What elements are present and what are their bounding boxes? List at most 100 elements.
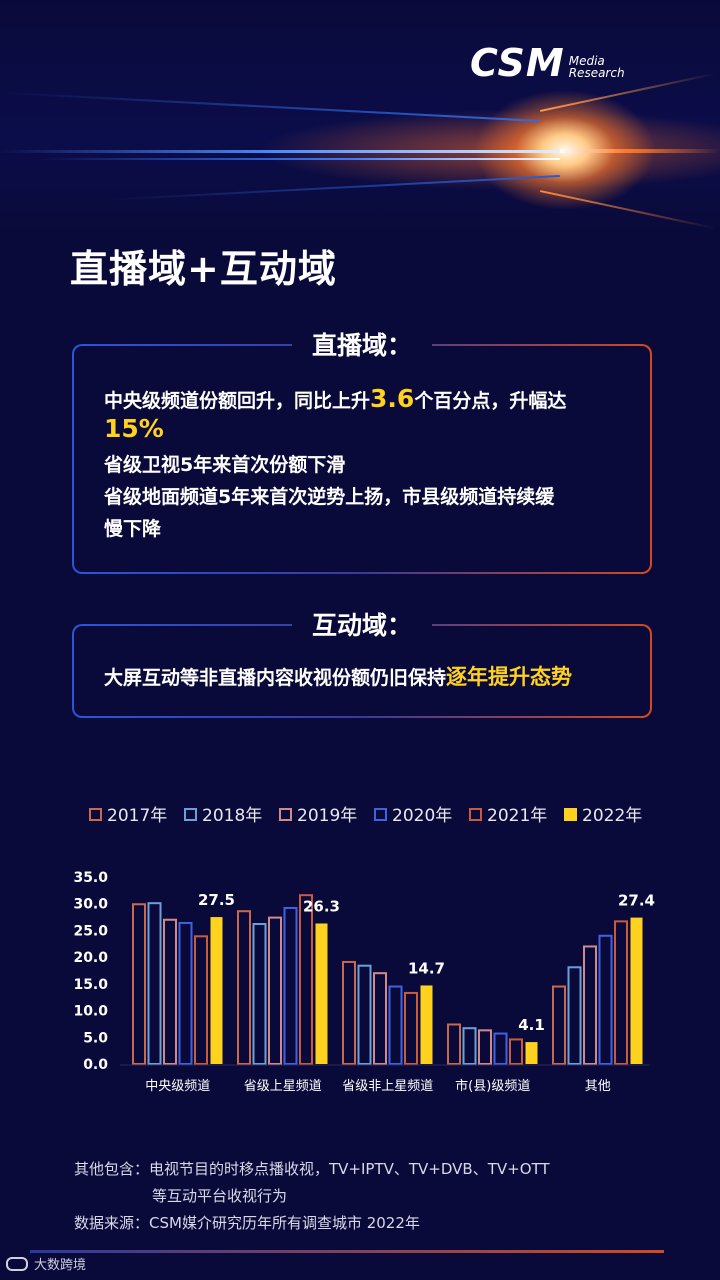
legend-swatch-2019 — [279, 808, 292, 821]
category-label: 省级上星频道 — [244, 1079, 322, 1094]
data-label: 4.1 — [518, 1016, 545, 1034]
y-tick-label: 20.0 — [73, 950, 108, 966]
bar-2019 — [268, 916, 282, 1065]
share-bar-chart: 2017年 2018年 2019年 2020年 2021年 2022年 35.0 30.0 2… — [73, 806, 655, 1094]
interactive-highlight: 逐年提升态势 — [446, 665, 573, 689]
bar-2021 — [299, 894, 313, 1065]
bar-2022 — [315, 923, 328, 1064]
chart-legend: 2017年 2018年 2019年 2020年 2021年 2022年 — [89, 806, 642, 826]
live-domain-title: 直播域： — [291, 326, 433, 362]
live-line-1: 中央级频道份额回升，同比上升3.6个百分点，升幅达 — [104, 386, 566, 414]
live-line-2: 省级卫视5年来首次份额下滑 — [104, 454, 346, 476]
live-line-1-cont: 15% — [104, 416, 164, 444]
logo-wordmark: CSM — [470, 41, 565, 85]
hero-banner — [0, 0, 720, 230]
bar-2021 — [194, 935, 208, 1065]
bar-2022 — [525, 1042, 538, 1064]
bar-2022 — [210, 917, 223, 1064]
bar-2021 — [509, 1038, 523, 1065]
y-tick-label: 35.0 — [73, 870, 108, 886]
bar-2017 — [552, 985, 566, 1065]
category-label: 其他 — [585, 1079, 611, 1094]
bar-2019 — [373, 972, 387, 1066]
live-line-3: 省级地面频道5年来首次逆势上扬，市县级频道持续缓 — [104, 486, 555, 508]
y-axis: 35.0 30.0 25.0 20.0 15.0 10.0 5.0 0.0 — [73, 870, 108, 1073]
footnote-others: 其他包含：电视节目的时移点播收视，TV+IPTV、TV+DVB、TV+OTT — [74, 1160, 550, 1178]
data-label: 27.4 — [618, 892, 655, 910]
light-ray — [0, 150, 560, 153]
brand-icon — [6, 1256, 28, 1271]
legend-label-2021: 2021年 — [487, 806, 547, 826]
live-highlight-number: 3.6 — [370, 384, 415, 413]
bar-2017 — [447, 1023, 461, 1066]
bar-2022 — [630, 917, 643, 1064]
y-tick-label: 30.0 — [73, 897, 108, 913]
bar-2018 — [357, 964, 372, 1065]
y-tick-label: 10.0 — [73, 1004, 108, 1020]
light-ray — [0, 91, 541, 122]
legend-label-2022: 2022年 — [582, 806, 642, 826]
bar-2020 — [388, 985, 403, 1065]
live-line-1-text-b: 个百分点，升幅达 — [414, 390, 567, 412]
y-tick-label: 15.0 — [73, 977, 108, 993]
live-highlight-percent: 15% — [104, 414, 164, 443]
live-domain-box: 直播域： 中央级频道份额回升，同比上升3.6个百分点，升幅达 15% 省级卫视5… — [72, 326, 652, 574]
bar-2018 — [462, 1027, 477, 1065]
category-label: 省级非上星频道 — [342, 1079, 433, 1094]
category-label: 中央级频道 — [145, 1079, 210, 1094]
footnote-others-cont: 等互动平台收视行为 — [152, 1187, 288, 1205]
bar-2017 — [342, 960, 356, 1065]
data-label: 14.7 — [408, 959, 445, 977]
chart-bars: 27.5 26.3 14.7 4.1 27.4 — [132, 891, 655, 1066]
live-line-4: 慢下降 — [104, 518, 162, 540]
legend-label-2018: 2018年 — [202, 806, 262, 826]
bar-2018 — [147, 902, 162, 1066]
bar-2019 — [478, 1029, 492, 1065]
legend-swatch-2020 — [374, 808, 387, 821]
bar-2021 — [614, 920, 628, 1065]
y-tick-label: 5.0 — [83, 1030, 108, 1046]
bar-2018 — [567, 966, 582, 1065]
brand-watermark: 大数跨境 — [6, 1254, 86, 1273]
bar-2017 — [237, 910, 251, 1065]
bar-2021 — [404, 991, 418, 1065]
footnote-source: 数据来源：CSM媒介研究历年所有调查城市 2022年 — [74, 1214, 420, 1232]
interactive-domain-title: 互动域： — [291, 606, 433, 642]
category-label: 市(县)级频道 — [455, 1078, 530, 1094]
legend-label-2017: 2017年 — [107, 806, 167, 826]
bottom-divider — [30, 1250, 664, 1253]
bar-2022 — [420, 985, 433, 1064]
page-title: 直播域+互动域 — [70, 247, 337, 291]
csm-logo: CSM Media Research — [470, 44, 625, 82]
interactive-text: 大屏互动等非直播内容收视份额仍旧保持 — [104, 667, 447, 689]
legend-label-2019: 2019年 — [297, 806, 357, 826]
bar-2020 — [598, 934, 613, 1065]
light-ray — [40, 158, 560, 160]
bar-2020 — [283, 906, 298, 1065]
bar-2020 — [178, 921, 193, 1065]
legend-swatch-2022 — [564, 808, 577, 821]
data-label: 27.5 — [198, 891, 235, 909]
interactive-line: 大屏互动等非直播内容收视份额仍旧保持逐年提升态势 — [104, 664, 572, 691]
legend-swatch-2017 — [89, 808, 102, 821]
bar-2018 — [252, 923, 267, 1065]
bar-2017 — [132, 903, 146, 1066]
legend-swatch-2018 — [184, 808, 197, 821]
y-tick-label: 0.0 — [83, 1057, 108, 1073]
bar-2019 — [583, 945, 597, 1065]
interactive-domain-box: 互动域： 大屏互动等非直播内容收视份额仍旧保持逐年提升态势 — [72, 606, 652, 718]
brand-name: 大数跨境 — [34, 1258, 87, 1273]
bar-2020 — [493, 1032, 508, 1066]
logo-sub-line2: Research — [568, 66, 625, 80]
legend-swatch-2021 — [469, 808, 482, 821]
data-label: 26.3 — [303, 897, 340, 915]
bar-2019 — [163, 918, 177, 1065]
logo-subtitle: Media Research — [569, 55, 625, 79]
light-ray — [539, 190, 717, 230]
x-axis: 中央级频道 省级上星频道 省级非上星频道 市(县)级频道 其他 — [120, 1064, 650, 1094]
light-ray — [100, 175, 561, 202]
live-line-1-text: 中央级频道份额回升，同比上升 — [104, 390, 371, 412]
legend-label-2020: 2020年 — [392, 806, 452, 826]
logo-sub-line1: Media — [568, 54, 605, 68]
light-ray — [560, 149, 720, 153]
